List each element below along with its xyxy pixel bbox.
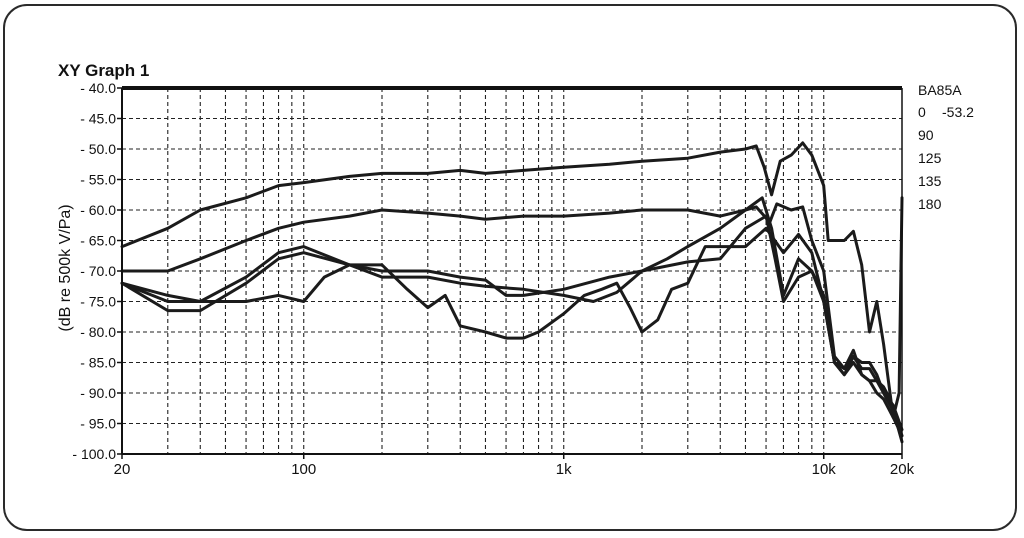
grid-lines bbox=[122, 88, 902, 454]
series-line-0 bbox=[120, 141, 904, 419]
legend-entry-value: -53.2 bbox=[942, 104, 974, 120]
y-axis-label: (dB re 500k V/Pa) bbox=[57, 204, 74, 331]
series-line-135 bbox=[120, 214, 904, 438]
legend-entry: 135 bbox=[918, 173, 942, 189]
x-tick-labels: 20 100 1k 10k 20k bbox=[114, 454, 915, 478]
y-tick-label: - 85.0 bbox=[80, 355, 116, 371]
plot-series bbox=[120, 141, 904, 444]
series-line-180 bbox=[120, 196, 904, 438]
y-tick-labels: - 40.0 - 45.0 - 50.0 - 55.0 - 60.0 - 65.0 - 70… bbox=[72, 80, 122, 462]
chart-frame bbox=[3, 4, 1017, 531]
y-tick-label: - 60.0 bbox=[80, 202, 116, 218]
legend-title: BA85A bbox=[918, 82, 962, 98]
y-tick-label: - 65.0 bbox=[80, 233, 116, 249]
x-tick-label: 10k bbox=[812, 461, 837, 478]
chart-title: XY Graph 1 bbox=[58, 61, 149, 80]
x-tick-label: 100 bbox=[291, 461, 316, 478]
x-tick-label: 1k bbox=[556, 461, 572, 478]
legend-entry: 0 bbox=[918, 104, 926, 120]
plot-axes bbox=[121, 86, 903, 455]
x-tick-label: 20k bbox=[890, 461, 915, 478]
y-tick-label: - 75.0 bbox=[80, 294, 116, 310]
legend-entry: 90 bbox=[918, 127, 934, 143]
y-tick-label: - 90.0 bbox=[80, 385, 116, 401]
y-tick-label: - 40.0 bbox=[80, 80, 116, 96]
y-tick-label: - 100.0 bbox=[72, 446, 116, 462]
y-tick-label: - 45.0 bbox=[80, 111, 116, 127]
series-line-125 bbox=[120, 226, 904, 444]
series-line-90 bbox=[120, 202, 904, 432]
legend-entry: 125 bbox=[918, 150, 942, 166]
x-tick-label: 20 bbox=[114, 461, 131, 478]
y-tick-label: - 70.0 bbox=[80, 263, 116, 279]
y-tick-label: - 80.0 bbox=[80, 324, 116, 340]
legend-entry: 180 bbox=[918, 196, 942, 212]
legend: BA85A 0 -53.2 90 125 135 180 bbox=[918, 82, 974, 212]
y-tick-label: - 55.0 bbox=[80, 172, 116, 188]
y-tick-label: - 95.0 bbox=[80, 416, 116, 432]
y-tick-label: - 50.0 bbox=[80, 141, 116, 157]
